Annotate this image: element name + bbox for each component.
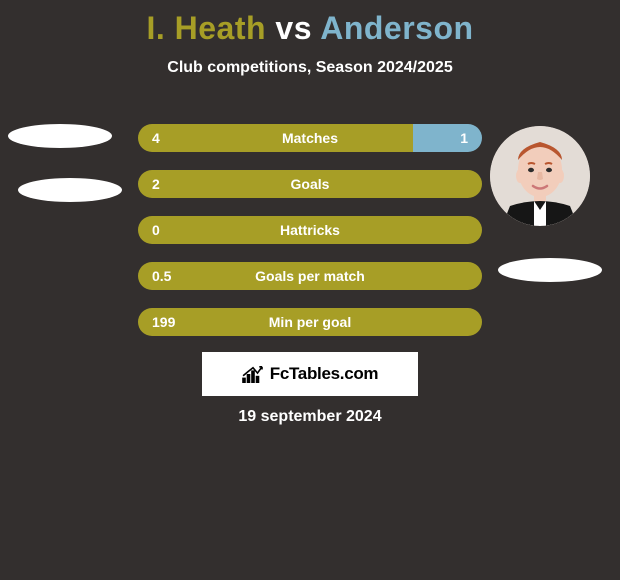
stat-left-value: 4	[138, 130, 208, 146]
fctables-icon	[242, 365, 264, 383]
stat-row: 2Goals	[138, 170, 482, 198]
page-title: I. Heath vs Anderson	[0, 0, 620, 47]
stat-label: Goals per match	[208, 268, 412, 284]
vs-text: vs	[275, 10, 312, 46]
date-text: 19 september 2024	[0, 408, 620, 426]
player2-avatar	[490, 126, 590, 226]
stat-label: Hattricks	[208, 222, 412, 238]
subtitle: Club competitions, Season 2024/2025	[0, 59, 620, 77]
player2-name: Anderson	[320, 10, 473, 46]
player2-avatar-svg	[490, 126, 590, 226]
watermark: FcTables.com	[202, 352, 418, 396]
stat-left-value: 0	[138, 222, 208, 238]
player1-name: I. Heath	[146, 10, 266, 46]
stats-table: 4Matches1 2Goals 0Hattricks 0.5Goals per ma…	[138, 124, 482, 354]
player1-avatar-placeholder-2	[18, 178, 122, 202]
stat-row: 0Hattricks	[138, 216, 482, 244]
stat-row: 4Matches1	[138, 124, 482, 152]
stat-label: Goals	[208, 176, 412, 192]
stat-row: 0.5Goals per match	[138, 262, 482, 290]
watermark-text: FcTables.com	[270, 364, 379, 384]
stat-left-value: 199	[138, 314, 208, 330]
player2-name-placeholder	[498, 258, 602, 282]
stat-row: 199Min per goal	[138, 308, 482, 336]
stat-label: Min per goal	[208, 314, 412, 330]
stat-left-value: 2	[138, 176, 208, 192]
stat-left-value: 0.5	[138, 268, 208, 284]
stat-label: Matches	[208, 130, 412, 146]
stat-right-value: 1	[412, 130, 482, 146]
player1-avatar-placeholder-1	[8, 124, 112, 148]
